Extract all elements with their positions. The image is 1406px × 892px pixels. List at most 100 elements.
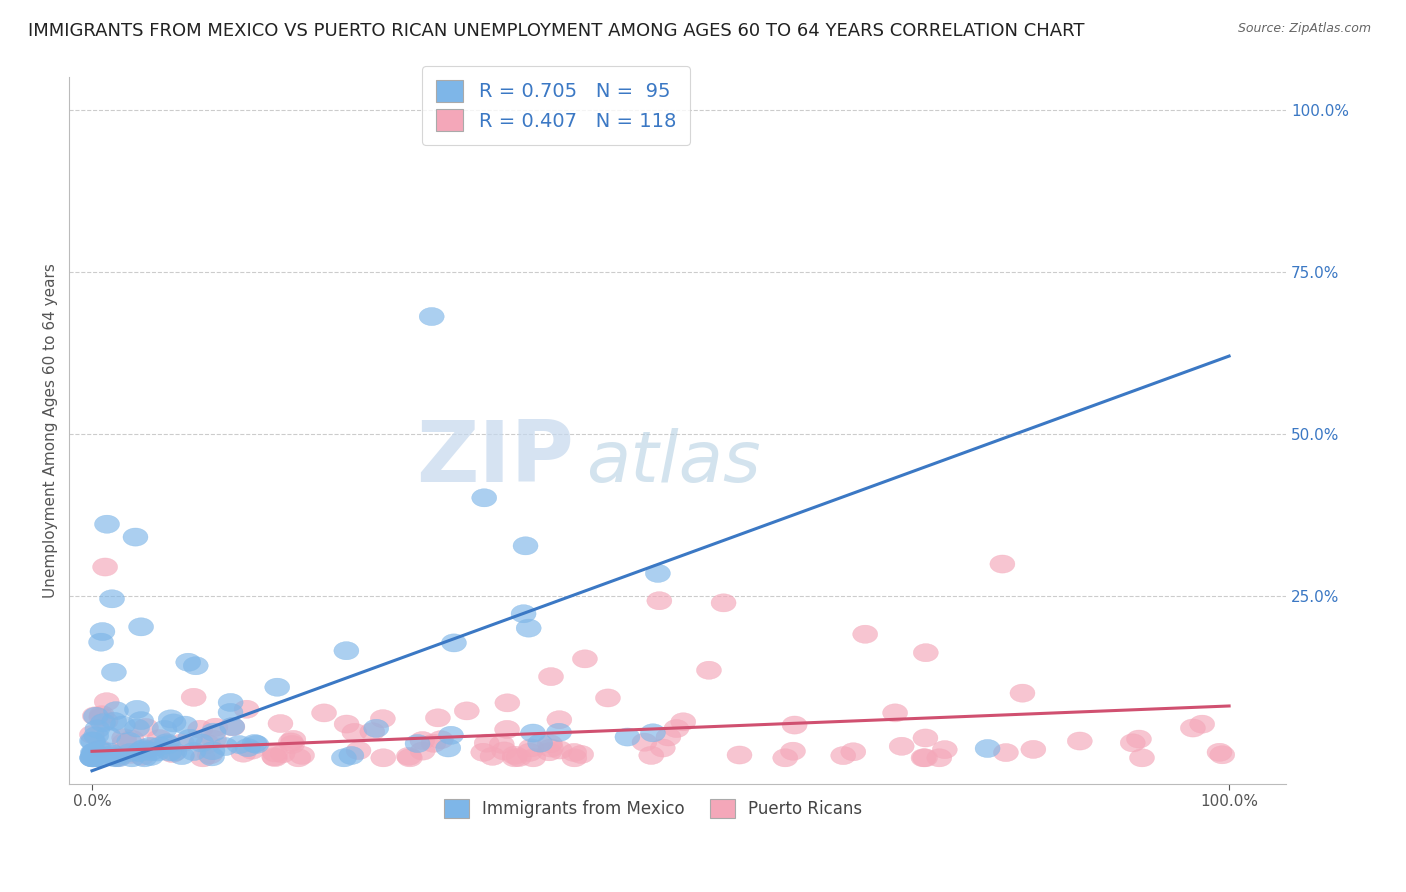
Ellipse shape bbox=[439, 726, 464, 745]
Ellipse shape bbox=[519, 739, 544, 757]
Ellipse shape bbox=[339, 747, 364, 764]
Ellipse shape bbox=[335, 715, 359, 733]
Ellipse shape bbox=[82, 748, 107, 767]
Ellipse shape bbox=[82, 744, 107, 762]
Ellipse shape bbox=[411, 742, 434, 760]
Ellipse shape bbox=[932, 740, 957, 759]
Ellipse shape bbox=[976, 739, 1000, 757]
Ellipse shape bbox=[419, 308, 444, 326]
Ellipse shape bbox=[138, 738, 162, 756]
Ellipse shape bbox=[87, 740, 112, 758]
Ellipse shape bbox=[651, 739, 675, 757]
Ellipse shape bbox=[243, 735, 269, 754]
Ellipse shape bbox=[83, 706, 107, 725]
Ellipse shape bbox=[94, 692, 120, 711]
Ellipse shape bbox=[262, 747, 287, 765]
Ellipse shape bbox=[780, 742, 806, 760]
Ellipse shape bbox=[1206, 743, 1232, 762]
Ellipse shape bbox=[135, 741, 159, 760]
Ellipse shape bbox=[342, 723, 367, 741]
Ellipse shape bbox=[364, 719, 388, 738]
Ellipse shape bbox=[1067, 732, 1092, 750]
Ellipse shape bbox=[914, 644, 938, 662]
Ellipse shape bbox=[101, 747, 125, 765]
Ellipse shape bbox=[280, 735, 305, 754]
Ellipse shape bbox=[80, 748, 105, 767]
Ellipse shape bbox=[510, 605, 536, 623]
Ellipse shape bbox=[84, 720, 110, 738]
Ellipse shape bbox=[118, 746, 143, 764]
Ellipse shape bbox=[169, 747, 194, 764]
Ellipse shape bbox=[517, 743, 543, 762]
Ellipse shape bbox=[264, 678, 290, 697]
Ellipse shape bbox=[538, 739, 564, 757]
Ellipse shape bbox=[489, 735, 515, 754]
Ellipse shape bbox=[120, 731, 145, 748]
Ellipse shape bbox=[537, 743, 562, 761]
Ellipse shape bbox=[638, 747, 664, 764]
Ellipse shape bbox=[103, 748, 128, 767]
Ellipse shape bbox=[82, 742, 107, 761]
Ellipse shape bbox=[93, 558, 118, 576]
Ellipse shape bbox=[346, 741, 371, 760]
Ellipse shape bbox=[145, 743, 170, 761]
Ellipse shape bbox=[782, 716, 807, 734]
Ellipse shape bbox=[162, 714, 186, 732]
Ellipse shape bbox=[547, 723, 571, 741]
Ellipse shape bbox=[235, 739, 260, 756]
Ellipse shape bbox=[270, 745, 295, 763]
Ellipse shape bbox=[269, 714, 292, 732]
Ellipse shape bbox=[101, 663, 127, 681]
Ellipse shape bbox=[520, 724, 546, 742]
Ellipse shape bbox=[912, 748, 938, 767]
Ellipse shape bbox=[84, 726, 108, 745]
Ellipse shape bbox=[111, 729, 136, 747]
Ellipse shape bbox=[200, 741, 225, 760]
Ellipse shape bbox=[647, 591, 672, 610]
Ellipse shape bbox=[990, 555, 1015, 574]
Ellipse shape bbox=[122, 528, 148, 546]
Ellipse shape bbox=[80, 732, 105, 750]
Ellipse shape bbox=[595, 689, 620, 707]
Ellipse shape bbox=[657, 728, 681, 746]
Ellipse shape bbox=[142, 738, 167, 756]
Ellipse shape bbox=[263, 748, 287, 766]
Ellipse shape bbox=[912, 729, 938, 747]
Ellipse shape bbox=[100, 745, 125, 764]
Ellipse shape bbox=[125, 719, 149, 737]
Ellipse shape bbox=[83, 707, 108, 725]
Ellipse shape bbox=[195, 735, 221, 753]
Ellipse shape bbox=[89, 748, 114, 767]
Ellipse shape bbox=[80, 744, 105, 762]
Ellipse shape bbox=[89, 708, 114, 726]
Ellipse shape bbox=[218, 693, 243, 712]
Ellipse shape bbox=[281, 731, 307, 748]
Ellipse shape bbox=[1181, 719, 1205, 737]
Ellipse shape bbox=[157, 743, 183, 761]
Ellipse shape bbox=[110, 743, 135, 762]
Ellipse shape bbox=[170, 734, 194, 752]
Text: Source: ZipAtlas.com: Source: ZipAtlas.com bbox=[1237, 22, 1371, 36]
Ellipse shape bbox=[398, 748, 422, 767]
Ellipse shape bbox=[568, 746, 593, 764]
Ellipse shape bbox=[696, 661, 721, 680]
Ellipse shape bbox=[202, 718, 228, 736]
Ellipse shape bbox=[420, 734, 446, 752]
Ellipse shape bbox=[436, 739, 461, 757]
Ellipse shape bbox=[80, 748, 104, 767]
Ellipse shape bbox=[1121, 734, 1146, 752]
Ellipse shape bbox=[239, 741, 264, 759]
Ellipse shape bbox=[285, 748, 311, 767]
Y-axis label: Unemployment Among Ages 60 to 64 years: Unemployment Among Ages 60 to 64 years bbox=[44, 263, 58, 598]
Ellipse shape bbox=[134, 718, 159, 737]
Ellipse shape bbox=[1010, 684, 1035, 702]
Ellipse shape bbox=[110, 716, 135, 734]
Ellipse shape bbox=[135, 740, 160, 758]
Ellipse shape bbox=[159, 710, 183, 728]
Ellipse shape bbox=[82, 745, 107, 763]
Ellipse shape bbox=[278, 733, 304, 751]
Ellipse shape bbox=[112, 733, 136, 751]
Ellipse shape bbox=[1129, 748, 1154, 767]
Ellipse shape bbox=[219, 718, 245, 736]
Ellipse shape bbox=[188, 720, 212, 739]
